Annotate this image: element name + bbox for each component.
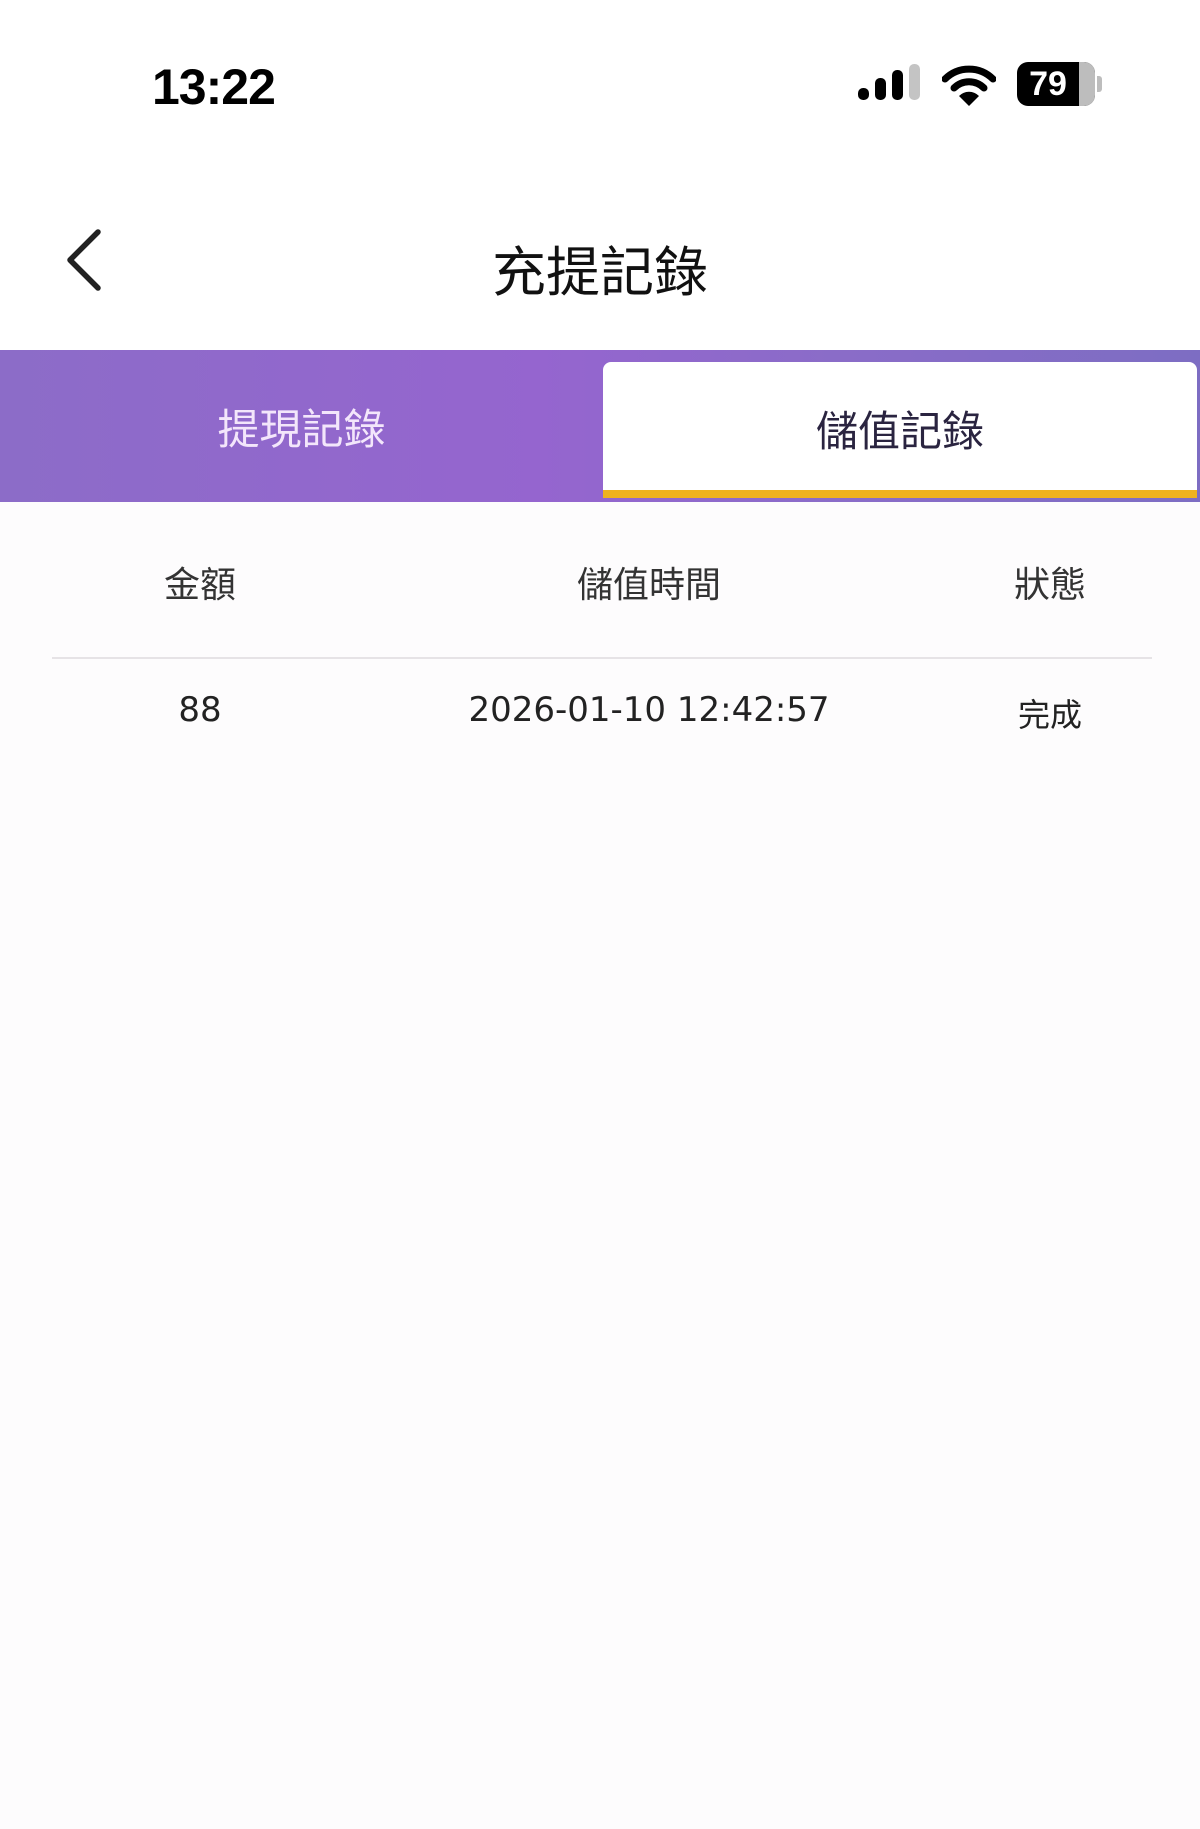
cell-status: 完成 bbox=[1017, 696, 1083, 734]
wifi-icon bbox=[942, 65, 996, 106]
chevron-left-icon bbox=[67, 229, 101, 291]
divider bbox=[52, 657, 1152, 659]
column-header-status: 狀態 bbox=[1013, 565, 1087, 606]
status-time: 13:22 bbox=[152, 59, 276, 115]
status-bar: 13:22 79 bbox=[0, 0, 1200, 160]
signal-icon bbox=[858, 64, 922, 106]
tab-deposit-records[interactable]: 儲值記錄 bbox=[603, 362, 1197, 498]
cell-time: 2026-01-10 12:42:57 bbox=[468, 690, 830, 730]
tab-withdrawal-records[interactable]: 提現記錄 bbox=[0, 350, 603, 502]
battery-percent: 79 bbox=[1029, 65, 1067, 103]
tab-label: 提現記錄 bbox=[217, 404, 386, 454]
tab-label: 儲值記錄 bbox=[815, 406, 984, 456]
column-header-time: 儲值時間 bbox=[576, 565, 722, 606]
nav-bar bbox=[0, 160, 1200, 350]
tab-bar: 提現記錄 儲值記錄 bbox=[0, 350, 1200, 502]
back-button[interactable] bbox=[60, 228, 110, 292]
page-title: 充提記錄 bbox=[492, 241, 708, 304]
column-header-amount: 金額 bbox=[163, 565, 237, 606]
battery-tip bbox=[1097, 76, 1102, 92]
cell-amount: 88 bbox=[178, 690, 222, 730]
battery-icon: 79 bbox=[1017, 62, 1095, 106]
